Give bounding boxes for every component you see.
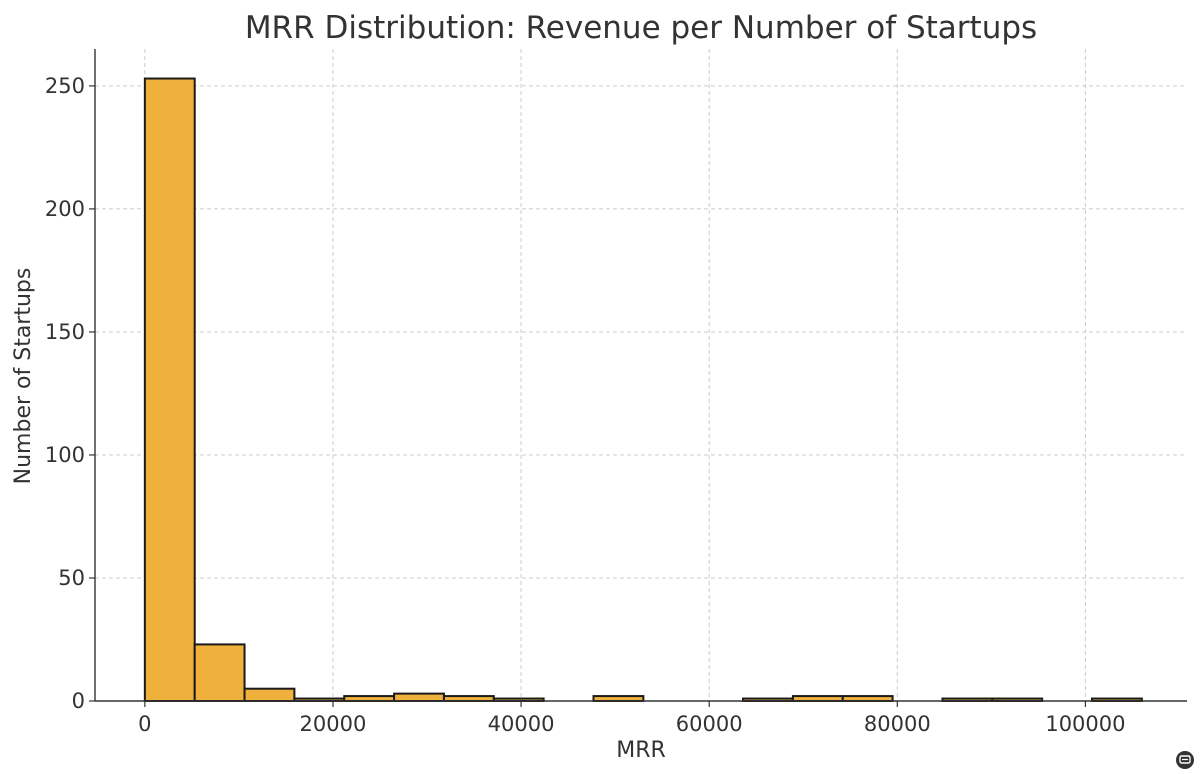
x-tick-label: 40000 [488,712,555,736]
histogram-bar [243,687,296,703]
x-tick-label: 100000 [1045,712,1125,736]
y-tick-label: 50 [58,566,85,590]
grid [95,49,1187,702]
x-tick-label: 0 [138,712,151,736]
bars [143,77,1143,703]
y-tick-label: 0 [72,689,85,713]
y-tick-label: 200 [45,197,85,221]
histogram-bar [592,695,645,702]
x-axis-label: MRR [616,738,666,763]
histogram-bar [841,695,894,702]
histogram-bar [442,695,495,702]
x-tick-label: 20000 [300,712,367,736]
y-axis-label: Number of Startups [11,268,36,485]
y-tick-label: 250 [45,74,85,98]
x-tick-label: 80000 [864,712,931,736]
histogram-bar [791,695,844,702]
x-tick-label: 60000 [676,712,743,736]
chart-title: MRR Distribution: Revenue per Number of … [245,10,1037,46]
histogram-bar [193,643,246,702]
axes-spines [94,49,1187,702]
x-axis-ticks: 0 20000 40000 60000 80000 100000 [138,701,1126,736]
histogram-bar [143,77,196,702]
y-tick-label: 150 [45,320,85,344]
histogram-bar [343,695,396,702]
histogram-bar [393,692,445,703]
y-tick-label: 100 [45,443,85,467]
y-axis-ticks: 0 50 100 150 200 250 [45,74,95,713]
chat-bubble-icon[interactable] [1175,750,1195,770]
